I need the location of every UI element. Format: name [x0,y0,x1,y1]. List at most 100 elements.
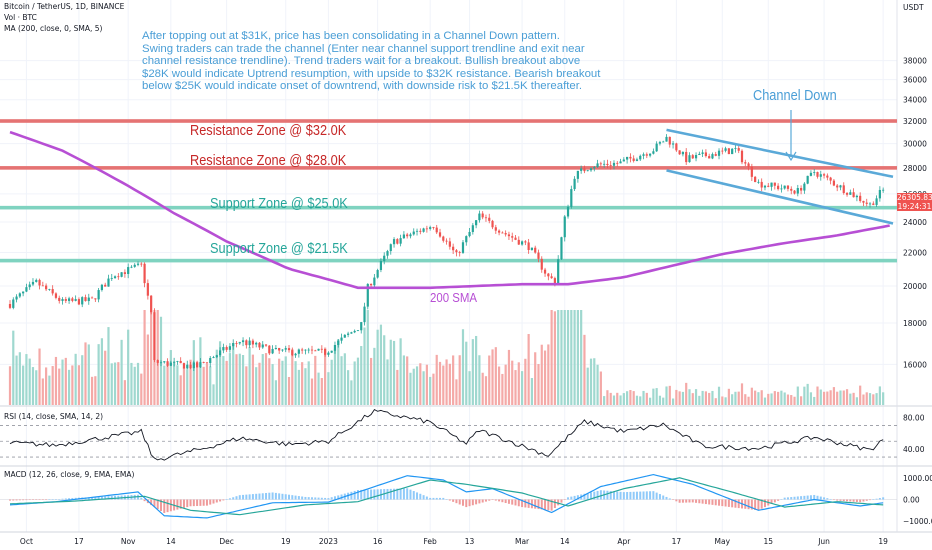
time-tick-label: 14 [560,537,570,546]
symbol-legend[interactable]: Bitcoin / TetherUS, 1D, BINANCE [4,2,125,11]
macd-histogram-bar [685,499,688,503]
candle [376,270,379,278]
volume-bar [855,397,858,405]
time-tick-label: Oct [20,537,33,546]
channel-down-lines[interactable] [666,128,894,225]
macd-histogram-bar [38,499,41,500]
time-tick-label: 17 [672,537,682,546]
candle [635,159,639,161]
candle [100,284,104,291]
macd-histogram-bar [507,499,510,504]
volume-bar [557,310,560,405]
macd-histogram-bar [402,488,405,500]
macd-histogram-bar [757,499,760,511]
volume-bar [511,360,514,405]
macd-histogram-bar [340,494,343,500]
candle [727,148,730,155]
macd-histogram-bar [632,491,635,500]
volume-bar [399,338,402,405]
macd-legend[interactable]: MACD (12, 26, close, 9, EMA, EMA) [4,470,135,479]
volume-bar [662,397,665,405]
macd-histogram-bar [869,499,872,501]
macd-histogram-bar [327,498,330,500]
volume-bar [222,356,225,405]
candle [307,349,310,351]
candle [685,151,688,163]
macd-histogram-bar [635,491,638,500]
volume-bar [734,391,737,405]
candle [445,240,448,242]
rsi-legend[interactable]: RSI (14, close, SMA, 14, 2) [4,412,104,421]
volume-legend[interactable]: Vol · BTC [4,13,37,22]
candle [527,242,530,250]
macd-histogram-bar [537,499,540,510]
volume-bar [363,327,366,405]
volume-bar [314,355,317,405]
candle [209,358,212,364]
volume-bar [770,393,773,405]
candle [347,333,350,335]
macd-histogram-bar [419,493,422,500]
candles [8,134,885,372]
macd-histogram-bar [219,499,222,502]
macd-histogram-bar [406,488,409,500]
candle [688,155,691,163]
macd-histogram-bar [143,499,146,502]
macd-tick-label: 0.00 [903,496,920,505]
macd-histogram-bar [176,499,179,510]
volume-bar [241,355,245,405]
candle [534,247,537,253]
ma-legend[interactable]: MA (200, close, 0, SMA, 5) [4,24,103,33]
candle [71,298,74,301]
price-axis[interactable]: 40.00 80.00 −1000.00 0.00 1000.00 USDT 16000 18… [903,3,932,526]
macd-histogram-bar [452,499,455,502]
macd-histogram-bar [360,489,363,500]
candle [340,337,343,341]
macd-histogram-bar [304,496,307,500]
macd-histogram-bar [724,499,727,507]
candle [363,306,366,323]
macd-histogram-bar [41,499,44,500]
time-tick-label: 2023 [319,537,338,546]
candle [777,185,780,190]
volume-bar [635,395,639,405]
candle [12,299,15,308]
volume-bar [691,393,694,405]
volume-bar [488,355,491,405]
volume-bar [612,395,616,405]
channel-upper-line[interactable] [666,128,894,179]
macd-histogram-bar [310,497,313,500]
time-axis[interactable]: Oct 17 Nov 14 Dec 19 2023 16 Feb 13 Mar 14 Apr 17 May 1… [20,537,888,546]
candle [120,272,123,277]
macd-histogram-bar [872,499,875,500]
candle [81,297,84,305]
time-tick-label: 13 [465,537,475,546]
volume-bar [616,392,619,405]
last-price-tag: 26305.83 19:24:31 [897,193,932,211]
candle [90,297,94,299]
candle [87,297,90,302]
volume-bar [412,368,415,405]
volume-bar [264,353,268,405]
candle [189,364,192,369]
macd-histogram-bar [422,495,425,500]
candle [780,188,783,190]
macd-histogram-bar [803,495,806,500]
candle [629,156,632,159]
channel-down-label: Channel Down [753,88,837,104]
volume-bar [484,376,488,405]
volume-bar [51,366,54,405]
volume-bar [540,344,543,405]
volume-bar [478,355,481,405]
candle [855,195,858,198]
candle [153,312,156,361]
macd-histogram-bar [550,499,553,511]
channel-lower-line[interactable] [666,169,894,225]
volume-bar [340,356,343,405]
price-tick-label: 16000 [903,360,927,369]
candle [639,155,642,160]
candle [547,273,550,277]
macd-histogram-bar [668,498,671,500]
macd-histogram-bar [439,497,442,500]
